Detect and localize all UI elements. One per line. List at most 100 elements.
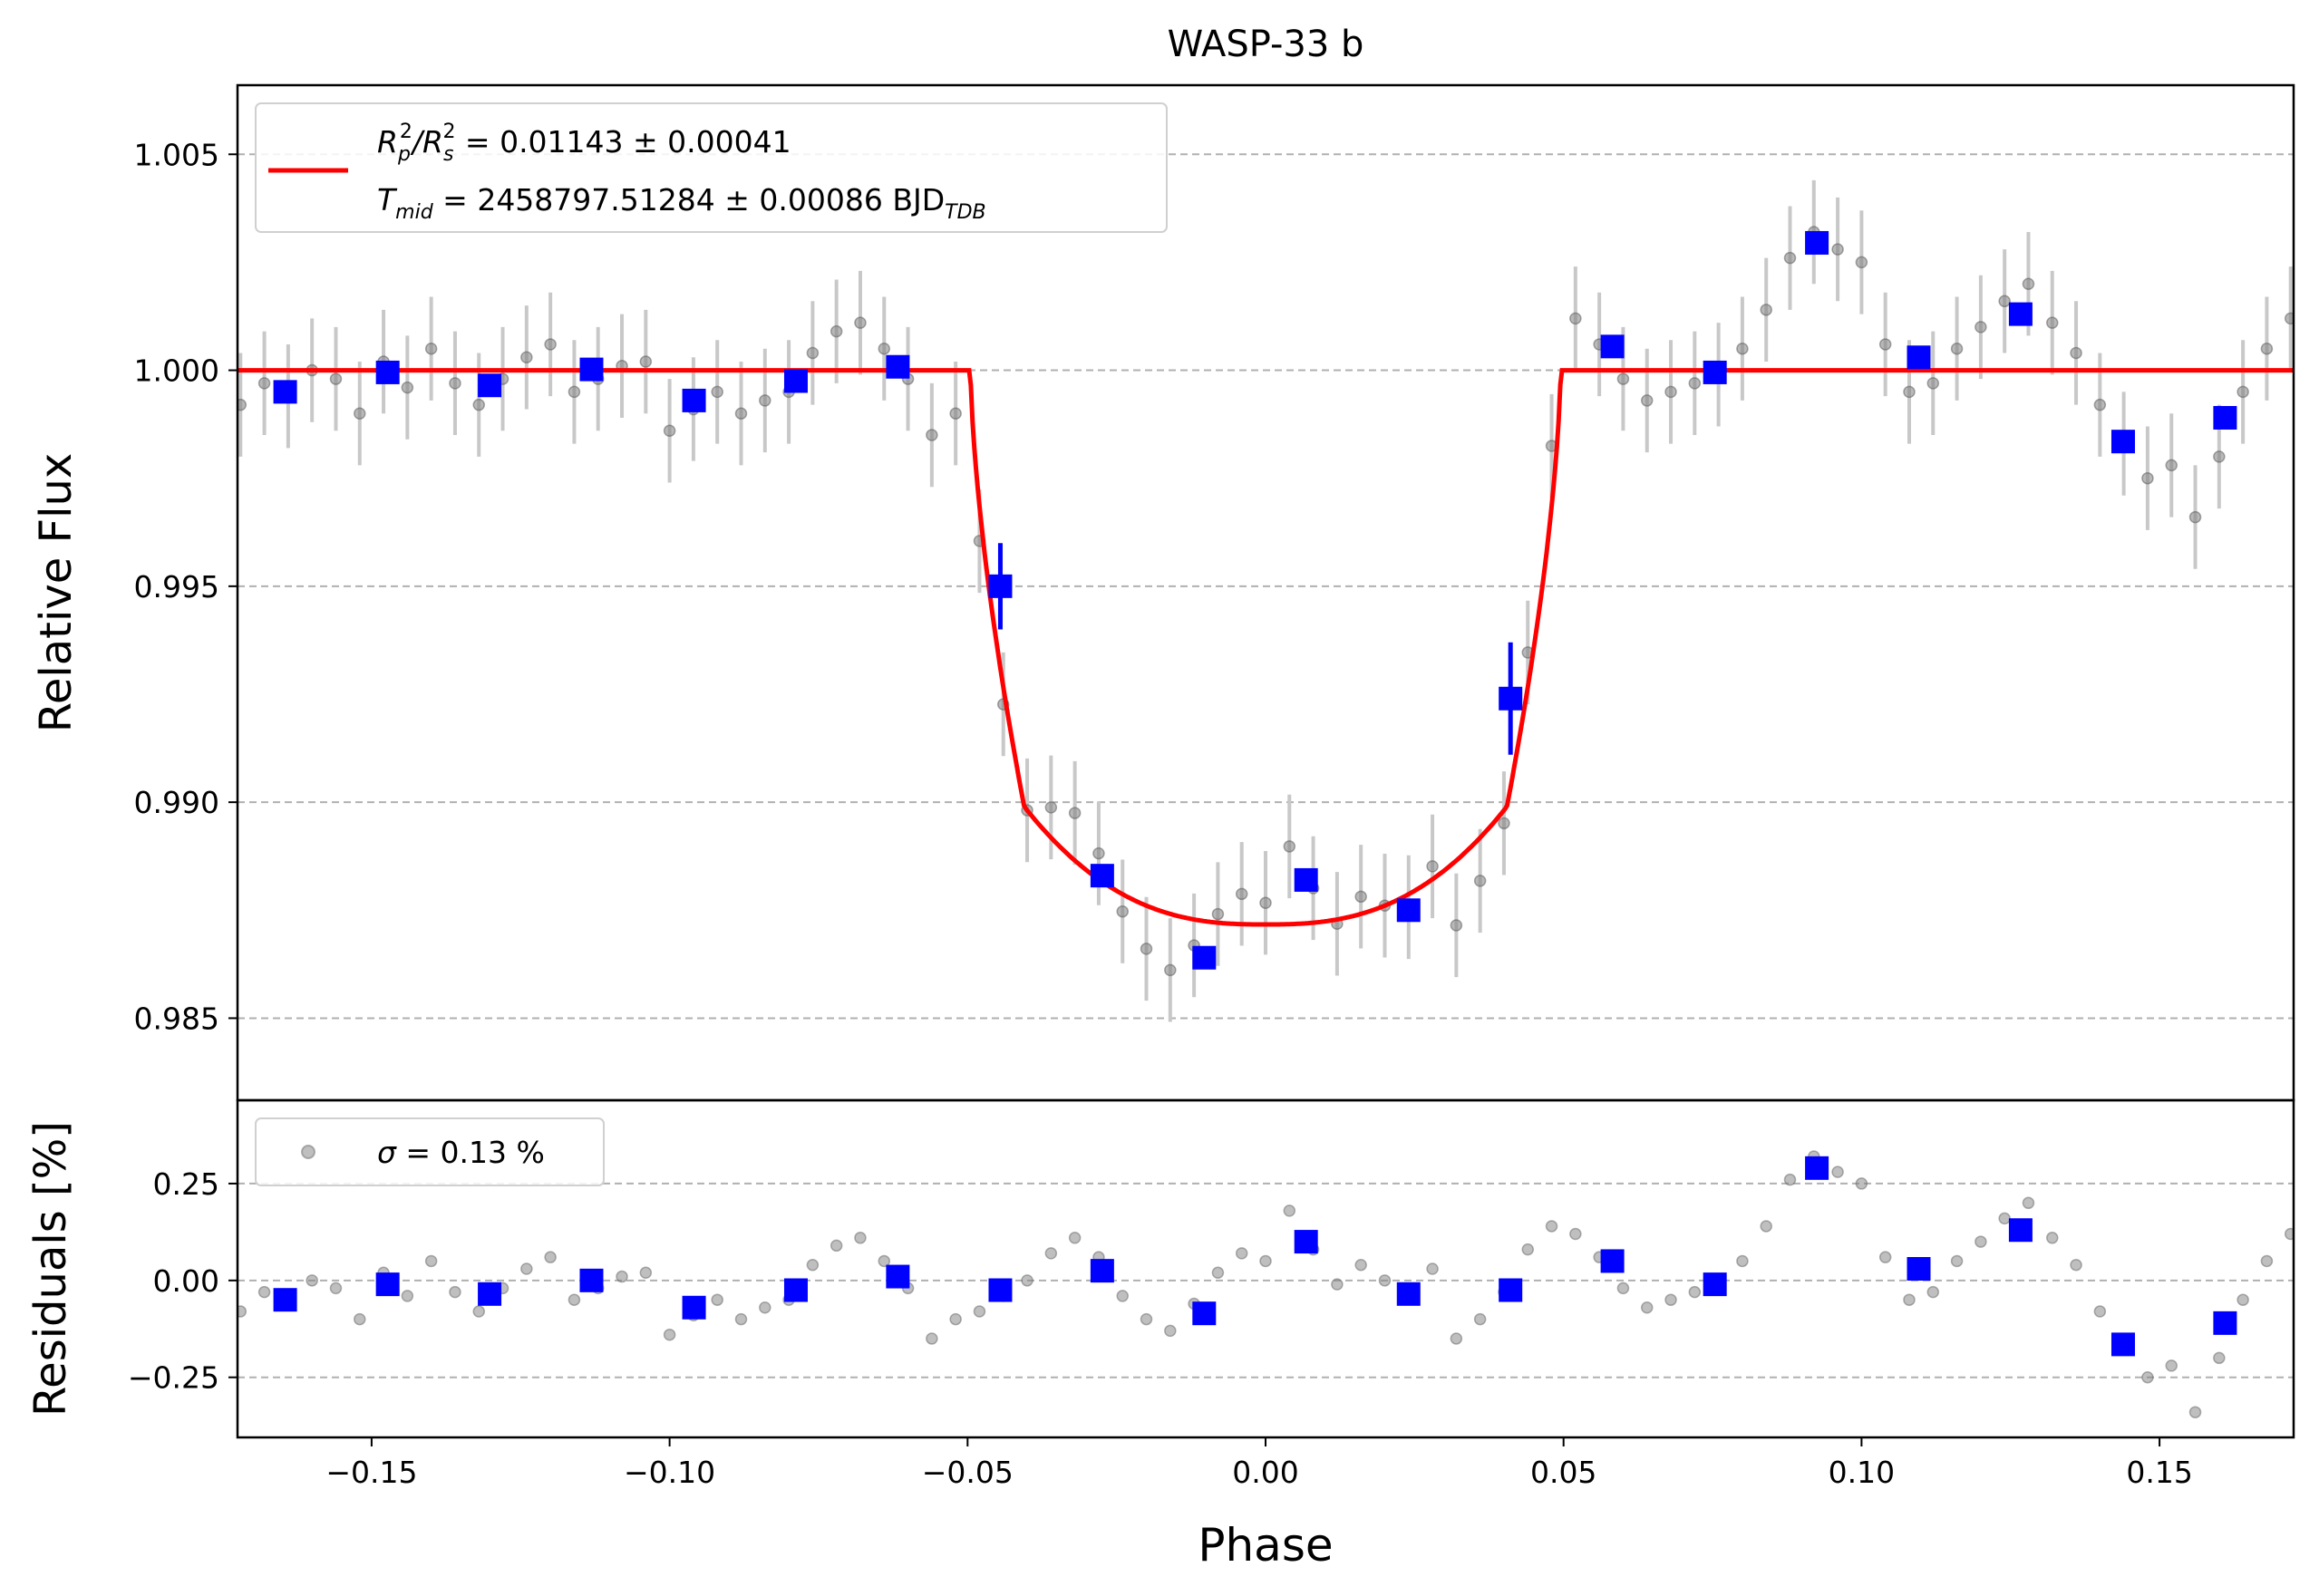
raw-residual-point [711,1293,723,1306]
raw-flux-point [2165,459,2178,472]
raw-flux-point [2046,316,2059,329]
binned-flux-point [1805,230,1829,255]
raw-residual-point [568,1293,581,1306]
raw-residual-point [854,1232,867,1244]
x-tick-label: 0.10 [1829,1455,1895,1490]
raw-residual-point [926,1332,938,1345]
binned-residual-point [1600,1249,1625,1273]
raw-residual-point [1473,1312,1487,1326]
raw-flux-point [568,385,581,399]
raw-flux-point [1998,295,2011,308]
raw-flux-point [806,346,820,360]
raw-residual-point [973,1305,986,1318]
raw-residual-point [734,1312,748,1326]
binned-flux-point [2213,405,2237,430]
binned-flux-point [273,380,297,404]
raw-residual-point [1903,1293,1916,1306]
chart-title: WASP-33 b [1168,24,1364,65]
raw-residual-point [1044,1247,1058,1260]
raw-residual-point [1831,1166,1844,1178]
raw-flux-point [1068,807,1082,819]
raw-residual-point [616,1270,628,1283]
raw-residual-point [1116,1290,1129,1302]
top-legend-box [255,102,1168,233]
binned-residual-point [783,1278,808,1302]
binned-residual-point [1192,1301,1217,1326]
binned-flux-point [2008,302,2033,326]
raw-residual-point [663,1328,676,1341]
x-tick-label: −0.15 [325,1455,417,1490]
raw-flux-point [2237,385,2249,399]
raw-residual-point [2213,1351,2226,1365]
raw-flux-point [2141,471,2154,485]
raw-flux-point [2260,342,2274,355]
bottom-y-tick-label: 0.25 [153,1166,219,1202]
binned-flux-point [1600,334,1625,359]
bottom-binned-residuals [273,1156,2237,1357]
raw-residual-point [1664,1293,1677,1306]
raw-residual-point [1688,1285,1702,1299]
top-y-tick-label: 0.990 [134,785,219,820]
binned-flux-point [988,574,1013,598]
raw-residual-point [544,1251,557,1263]
bottom-legend-box [255,1117,605,1186]
raw-residual-point [1545,1220,1558,1233]
raw-flux-point [1235,887,1248,901]
top-y-axis-label: Relative Flux [31,453,82,733]
raw-flux-point [1640,394,1654,407]
binned-flux-point [1703,360,1727,384]
binned-residual-point [2213,1311,2237,1335]
raw-flux-point [2022,277,2035,290]
binned-flux-point [886,354,910,379]
x-tick-label: 0.05 [1530,1455,1596,1490]
raw-residual-point [1259,1254,1272,1268]
top-y-tick-label: 0.985 [134,1001,219,1036]
top-y-tick-label: 0.995 [134,569,219,605]
raw-residual-point [2141,1370,2154,1384]
raw-flux-point [1498,817,1510,830]
raw-residual-point [354,1312,366,1326]
raw-flux-point [401,381,414,394]
bottom-legend: σ = 0.13 % [255,1117,605,1186]
raw-residual-point [1283,1204,1296,1217]
binned-residual-point [273,1288,297,1312]
binned-residual-point [1396,1282,1421,1306]
raw-flux-point [329,372,343,385]
legend-sigma: σ = 0.13 % [377,1135,545,1170]
binned-flux-point [1907,345,1931,370]
raw-flux-point [926,429,938,441]
raw-flux-point [639,355,653,368]
raw-flux-point [257,377,271,390]
raw-flux-point [1855,256,1868,269]
raw-flux-point [1283,840,1296,853]
legend-residual-marker [301,1145,315,1159]
raw-residual-point [878,1254,891,1268]
x-tick-label: 0.15 [2126,1455,2192,1490]
raw-flux-point [1760,304,1772,316]
x-axis-ticks: −0.15 −0.10 −0.05 0.00 0.05 0.10 0.15 [325,1437,2193,1490]
raw-residual-point [2188,1406,2202,1418]
raw-residual-point [401,1290,414,1302]
x-axis-label: Phase [1198,1519,1333,1572]
raw-residual-point [949,1312,962,1326]
raw-residual-point [2284,1227,2294,1241]
raw-residual-point [1164,1324,1177,1338]
raw-flux-point [949,407,962,420]
binned-flux-point [375,360,400,384]
raw-flux-point [520,351,533,364]
legend-radius-ratio: Rp2/Rs2 = 0.01143 ± 0.00041 [377,121,791,166]
x-tick-label: 0.00 [1232,1455,1298,1490]
raw-flux-point [1975,321,1987,334]
raw-flux-point [2188,510,2202,524]
raw-residual-point [759,1301,771,1314]
raw-residual-point [2046,1232,2059,1244]
raw-residual-point [1878,1251,1892,1263]
raw-flux-point [2070,346,2082,360]
raw-flux-point [1354,890,1367,904]
raw-flux-point [1688,377,1702,390]
raw-flux-point [1903,385,1916,399]
raw-residual-point [2260,1254,2274,1268]
raw-residual-point [1021,1274,1033,1287]
binned-residual-point [886,1264,910,1289]
